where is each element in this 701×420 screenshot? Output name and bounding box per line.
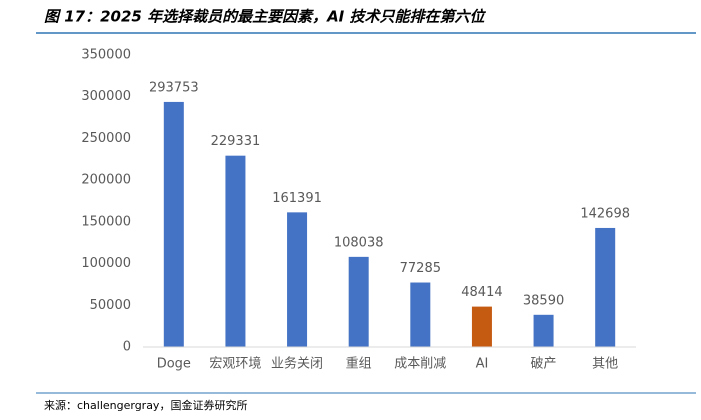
value-label: 293753 <box>149 80 199 95</box>
chart-title: 图 17：2025 年选择裁员的最主要因素，AI 技术只能排在第六位 <box>44 8 486 26</box>
value-label: 38590 <box>523 293 564 308</box>
y-tick-label: 250000 <box>81 131 131 146</box>
value-label: 142698 <box>580 206 630 221</box>
y-tick-label: 200000 <box>81 173 131 188</box>
x-tick-label: 宏观环境 <box>209 357 261 372</box>
value-label: 108038 <box>334 235 384 250</box>
bar <box>471 306 492 347</box>
y-tick-label: 100000 <box>81 256 131 271</box>
value-label: 48414 <box>461 285 502 300</box>
value-label: 77285 <box>400 261 441 276</box>
bar <box>163 101 184 347</box>
bar <box>287 212 308 347</box>
bar <box>410 282 431 347</box>
bar <box>348 256 369 347</box>
bar <box>533 314 554 347</box>
y-tick-label: 350000 <box>81 48 131 63</box>
value-label: 161391 <box>272 191 322 206</box>
value-label: 229331 <box>211 134 261 149</box>
y-tick-label: 0 <box>123 340 131 355</box>
y-tick-label: 150000 <box>81 214 131 229</box>
x-tick-label: 业务关闭 <box>271 356 323 372</box>
y-tick-label: 50000 <box>90 298 131 313</box>
x-tick-label: 破产 <box>531 357 557 372</box>
source: 来源：challengergray，国金证券研究所 <box>44 398 247 412</box>
bar <box>225 155 246 347</box>
x-tick-label: AI <box>476 357 489 372</box>
x-tick-label: 其他 <box>592 357 618 372</box>
y-tick-label: 300000 <box>81 89 131 104</box>
bar <box>595 227 616 347</box>
x-tick-label: 成本削减 <box>394 357 446 372</box>
x-tick-label: Doge <box>157 357 191 372</box>
x-tick-label: 重组 <box>346 356 372 372</box>
